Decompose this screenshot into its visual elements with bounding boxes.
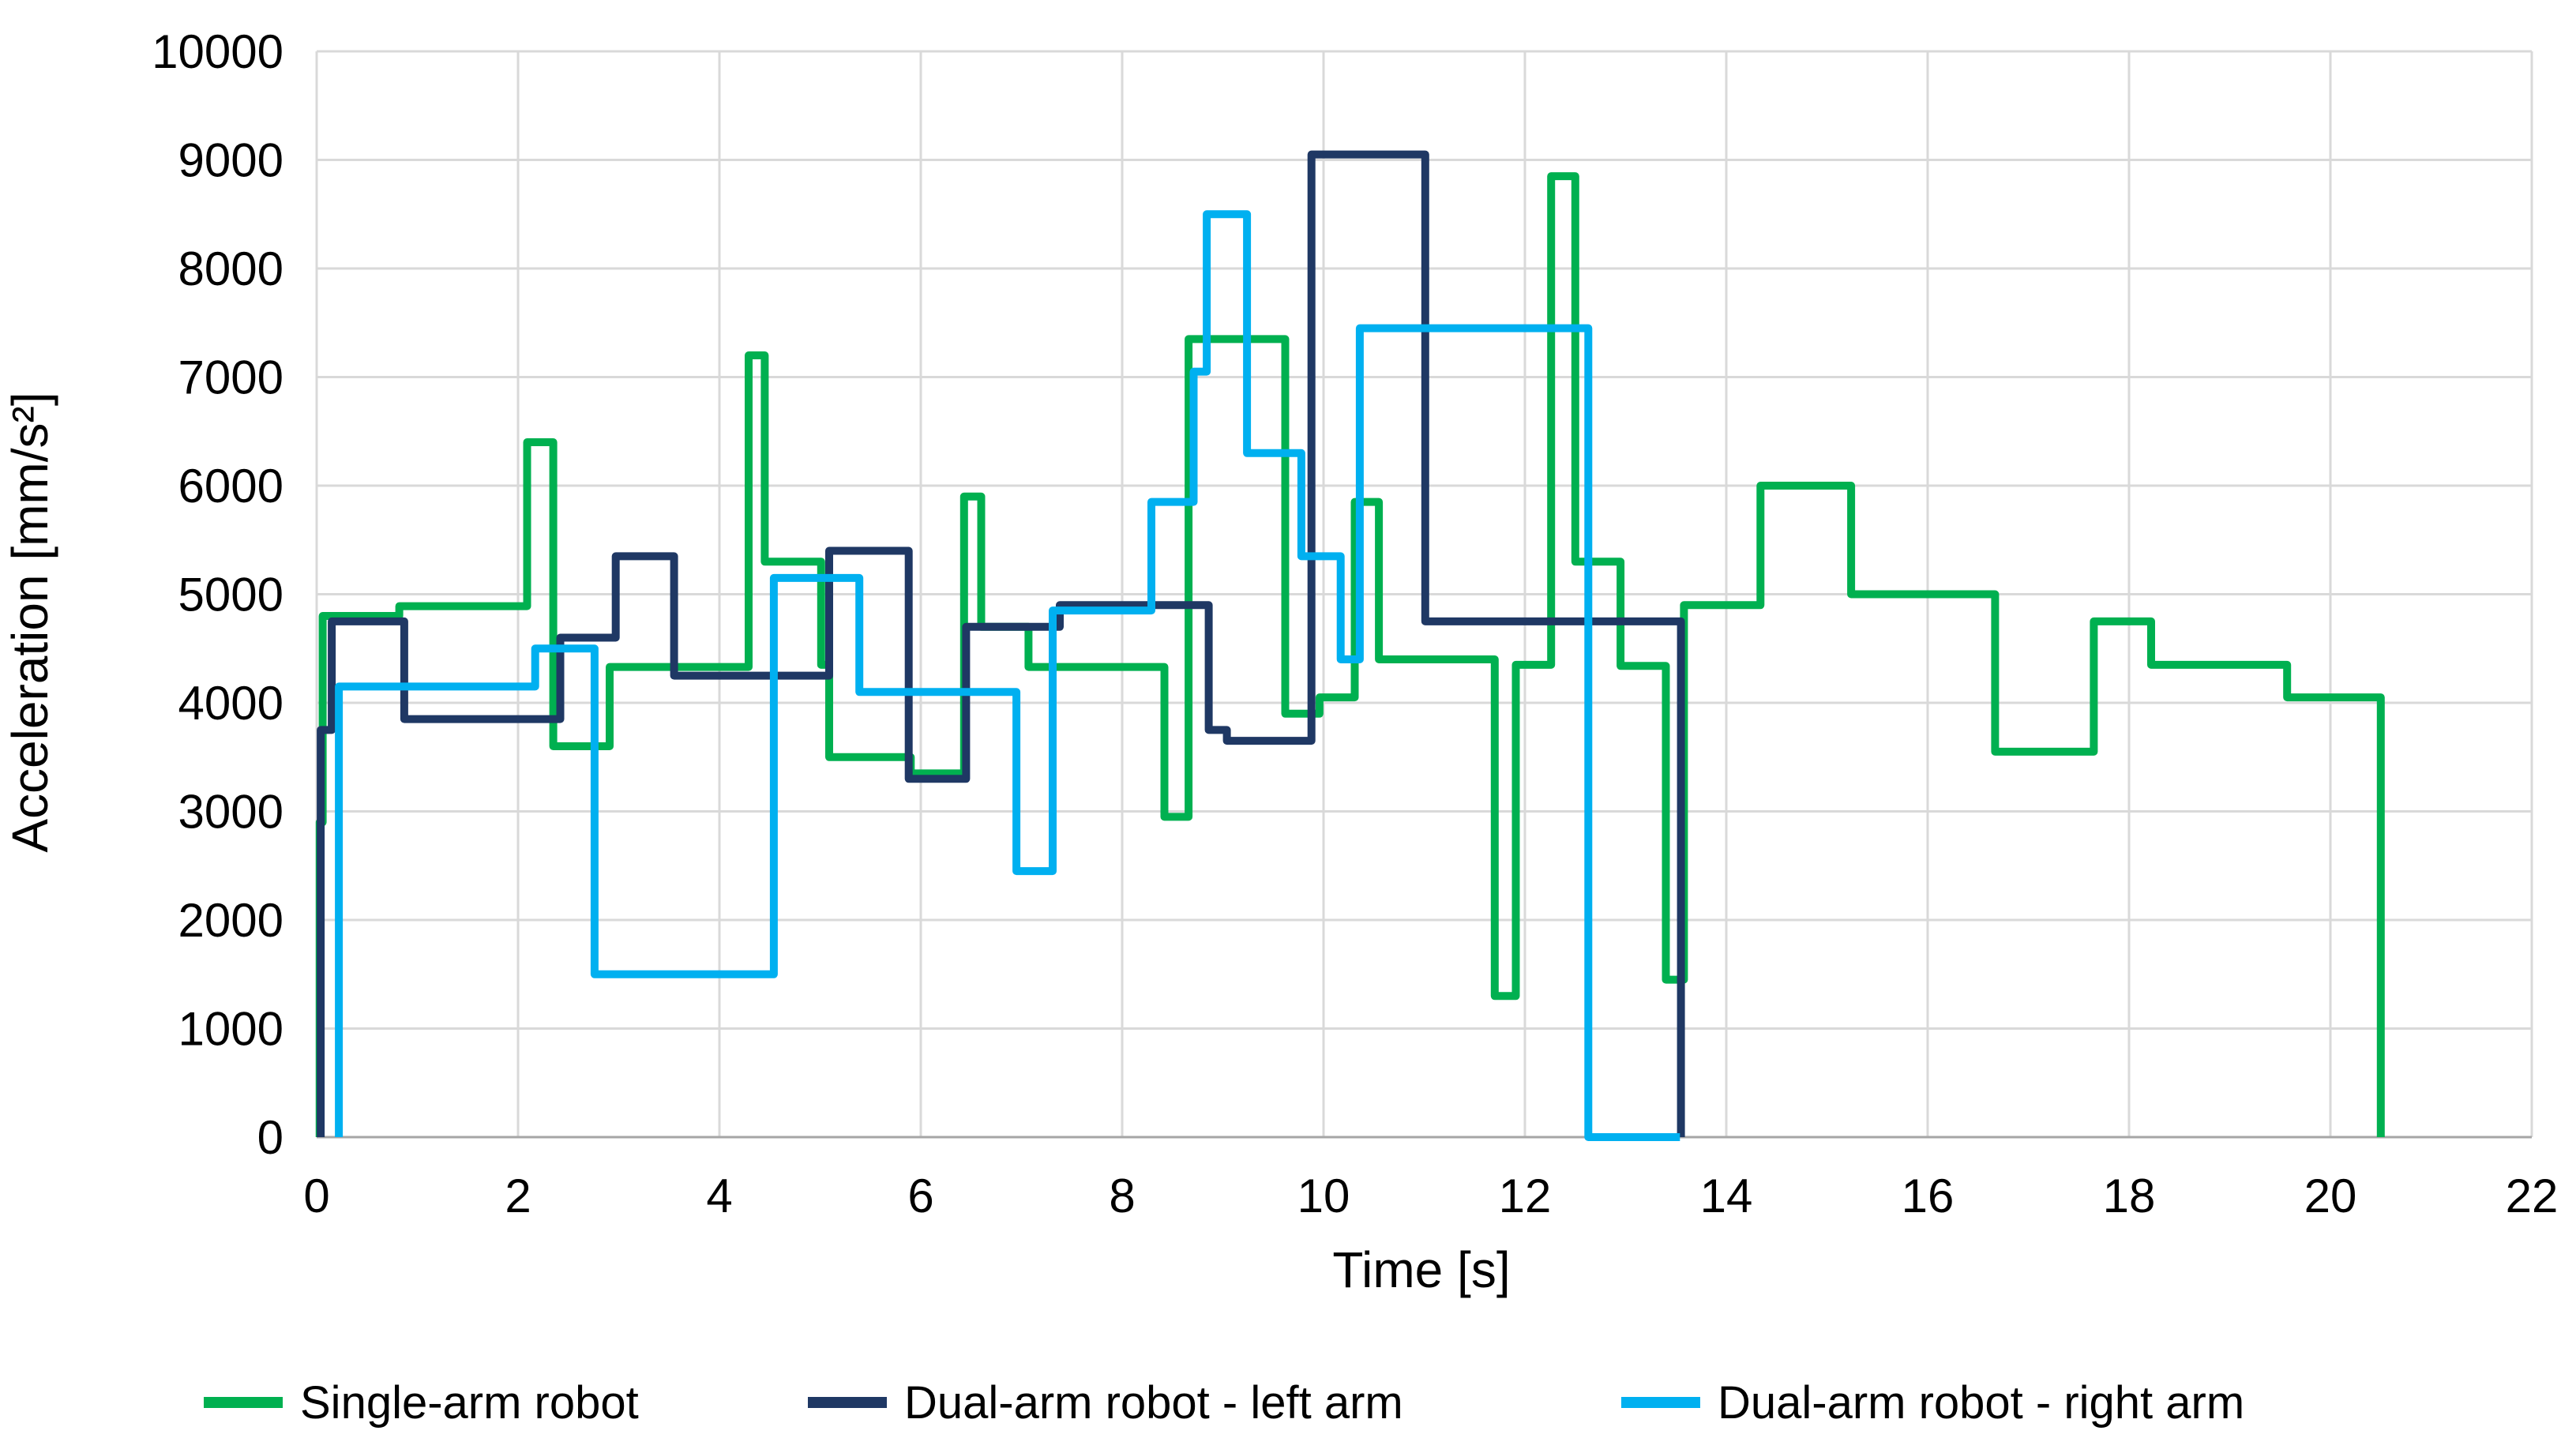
y-tick-label: 1000 <box>178 1003 284 1056</box>
y-tick-label: 7000 <box>178 351 284 404</box>
series-path-dual-arm-robot-left-arm <box>317 150 1685 1137</box>
y-tick-label: 4000 <box>178 677 284 730</box>
y-tick-label: 10000 <box>152 25 284 78</box>
y-tick-label: 8000 <box>178 242 284 295</box>
x-tick-label: 8 <box>1109 1170 1135 1222</box>
y-tick-label: 9000 <box>178 134 284 187</box>
series-lines <box>315 150 2385 1141</box>
x-tick-label: 14 <box>1700 1170 1753 1222</box>
series-path-single-arm-robot <box>315 172 2385 1137</box>
x-tick-label: 22 <box>2506 1170 2559 1222</box>
x-tick-label: 4 <box>706 1170 732 1222</box>
y-tick-label: 5000 <box>178 569 284 621</box>
legend-label-right-arm: Dual-arm robot - right arm <box>1718 1377 2244 1429</box>
x-tick-label: 0 <box>303 1170 329 1222</box>
x-tick-label: 20 <box>2304 1170 2357 1222</box>
y-tick-label: 6000 <box>178 460 284 512</box>
x-tick-label: 16 <box>1902 1170 1955 1222</box>
tick-labels: 0100020003000400050006000700080009000100… <box>152 25 2558 1222</box>
x-axis-title: Time [s] <box>1332 1241 1510 1298</box>
legend-label-single-arm: Single-arm robot <box>300 1377 639 1429</box>
legend-item: Single-arm robot <box>204 1377 639 1429</box>
legend-label-left-arm: Dual-arm robot - left arm <box>904 1377 1403 1429</box>
legend-item: Dual-arm robot - left arm <box>808 1377 1403 1429</box>
y-tick-label: 2000 <box>178 894 284 947</box>
x-tick-label: 6 <box>907 1170 933 1222</box>
y-axis-title: Acceleration [mm/s²] <box>2 392 58 852</box>
legend-item: Dual-arm robot - right arm <box>1621 1377 2244 1429</box>
x-tick-label: 12 <box>1499 1170 1552 1222</box>
x-tick-label: 10 <box>1297 1170 1350 1222</box>
y-tick-label: 3000 <box>178 786 284 839</box>
series-path-dual-arm-robot-right-arm <box>335 210 1680 1141</box>
x-tick-label: 2 <box>505 1170 531 1222</box>
x-tick-label: 18 <box>2103 1170 2156 1222</box>
y-tick-label: 0 <box>257 1111 284 1164</box>
legend: Single-arm robot Dual-arm robot - left a… <box>204 1377 2244 1429</box>
